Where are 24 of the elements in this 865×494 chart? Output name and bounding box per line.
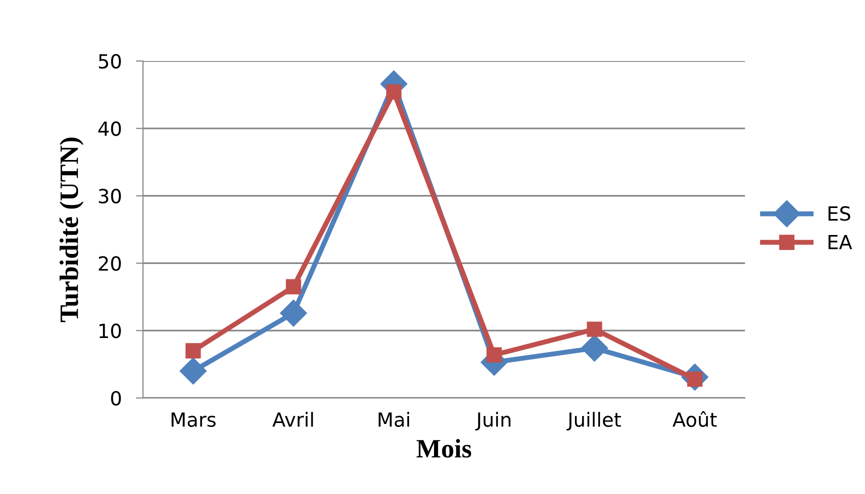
y-tick-label: 30 xyxy=(98,188,121,204)
legend-label: EA xyxy=(828,234,852,250)
y-tick-label: 40 xyxy=(98,121,121,136)
point xyxy=(581,334,608,362)
point xyxy=(386,84,402,100)
point xyxy=(180,358,207,384)
point xyxy=(286,279,302,294)
point xyxy=(280,300,307,327)
point xyxy=(486,347,502,363)
x-tick-label: Août xyxy=(672,411,717,427)
y-tick-label: 50 xyxy=(98,54,121,69)
y-axis-title: Turbidité (UTN) xyxy=(60,138,84,322)
y-tick-label: 20 xyxy=(98,256,121,271)
x-tick-label: Avril xyxy=(272,412,313,427)
x-tick-label: Juin xyxy=(475,412,510,431)
x-tick-label: Juillet xyxy=(566,412,621,431)
y-tick-label: 10 xyxy=(100,324,121,338)
x-tick-label: Mars xyxy=(172,412,216,427)
x-tick-label: Mai xyxy=(378,412,410,427)
y-tick-label: 0 xyxy=(111,390,121,406)
legend-label: ES xyxy=(828,206,850,221)
point xyxy=(186,343,201,358)
x-axis-title: Mois xyxy=(416,439,472,458)
point xyxy=(586,322,602,337)
